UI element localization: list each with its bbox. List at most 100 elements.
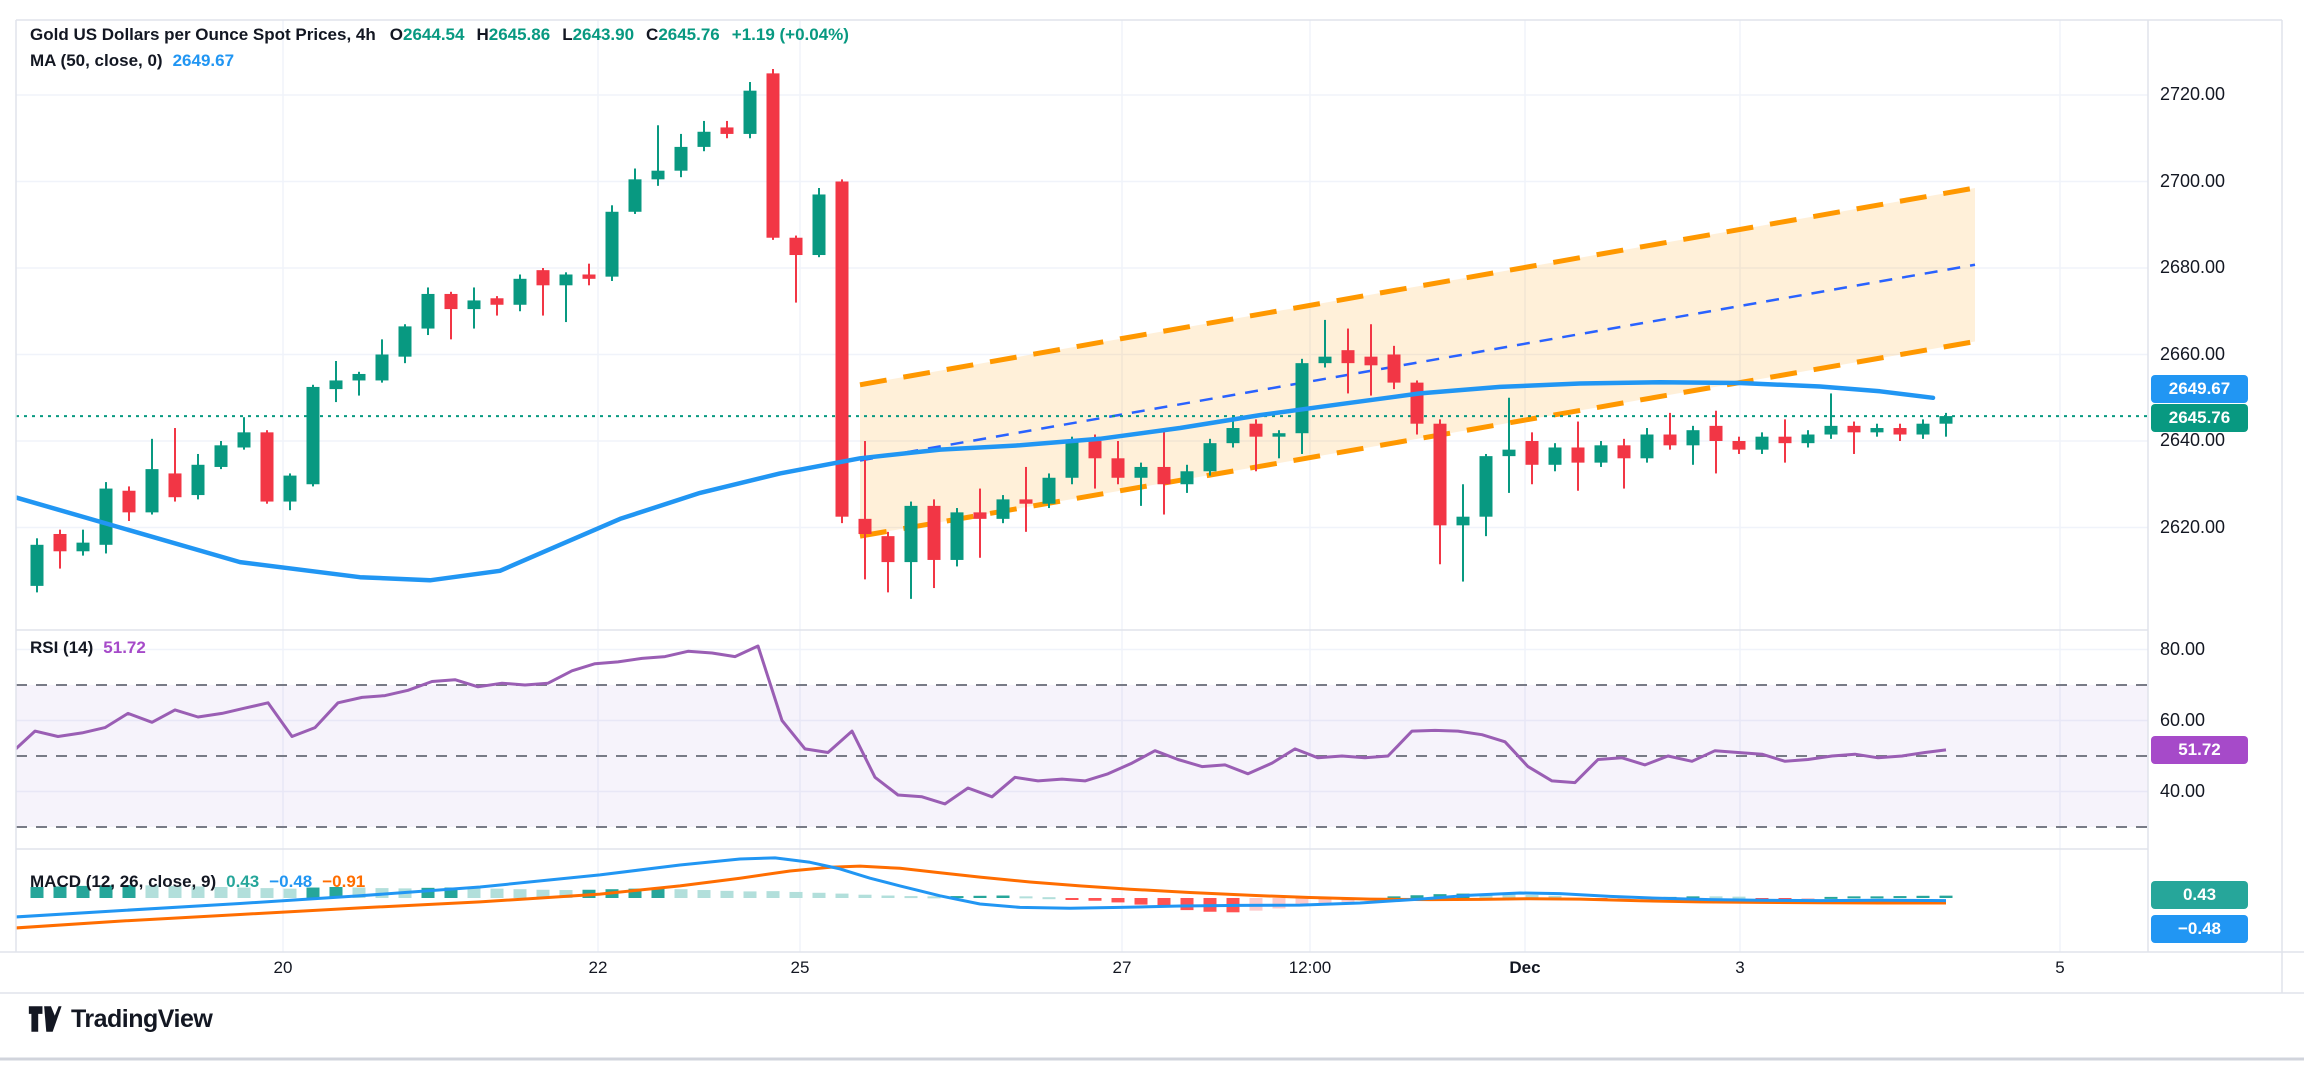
candle-body [1479,456,1493,517]
time-tick-label[interactable]: 25 [790,958,810,977]
macd-histogram-bar [1111,898,1125,903]
legend-symbol-row[interactable]: Gold US Dollars per Ounce Spot Prices, 4… [30,22,849,48]
macd-histogram-bar [260,888,274,898]
panel-borders [0,19,2304,1061]
macd-histogram-bar [1502,894,1516,898]
candle-body [996,499,1010,519]
candle-body [1548,447,1562,465]
candle-body [1847,425,1861,433]
macd-histogram-bar [1732,896,1746,899]
macd-histogram-bar [559,890,573,898]
candle-body [76,542,90,552]
price-tick-label[interactable]: 2700.00 [2160,170,2226,191]
macd-histogram-bar [214,887,228,898]
candle-body [168,473,182,498]
candle-body [1042,477,1056,504]
candle-body [444,293,458,310]
time-tick-label[interactable]: 12:00 [1288,958,1332,977]
rsi-tick-label[interactable]: 80.00 [2160,638,2206,659]
macd-histogram-bar [1847,896,1861,899]
candle-body [306,386,320,485]
candle-body [904,505,918,563]
time-tick-label[interactable]: Dec [1509,958,1541,977]
gridlines [16,20,2148,952]
candle-body [1778,436,1792,444]
macd-histogram-bar [490,888,504,898]
candle-body [812,194,826,256]
ma-value: 2649.67 [172,51,235,70]
candle-body [1111,458,1125,478]
plot-layer [16,69,2148,930]
candle-body [398,326,412,357]
candle-body [1594,445,1608,463]
candle-body [1295,363,1309,434]
candle-body [467,300,481,310]
candle-body [1272,433,1286,437]
ma50-last-value-badge: 2649.67 [2151,375,2248,403]
macd-histogram-bar [145,885,159,898]
candle-body [1502,449,1516,457]
ohlc-close: C2645.76 [646,25,720,44]
candle-body [674,146,688,171]
macd-histogram-bar [1387,896,1401,899]
rsi-legend-row[interactable]: RSI (14) 51.72 [30,638,156,658]
macd-legend-row[interactable]: MACD (12, 26, close, 9) 0.43 −0.48 −0.91 [30,872,375,892]
macd-histogram-bar [674,889,688,898]
candle-body [1318,356,1332,364]
time-tick-label[interactable]: 20 [273,958,293,977]
candle-body [697,131,711,147]
candle-body [375,354,389,381]
macd-histogram-bar [1180,898,1194,911]
macd-histogram-bar [1801,898,1815,900]
macd-histogram-bar [1916,895,1930,898]
macd-line-badge: −0.48 [2151,915,2248,943]
macd-histogram-bar [1157,898,1171,908]
tradingview-brand[interactable]: TradingView [28,1004,213,1034]
macd-histogram-bar [237,887,251,898]
candle-body [1157,466,1171,485]
price-tick-label[interactable]: 2720.00 [2160,84,2226,104]
candle-body [329,380,343,390]
candle-body [53,533,67,552]
time-tick-label[interactable]: 3 [1735,958,1745,977]
ohlc-open: O2644.54 [389,25,465,44]
price-tick-label[interactable]: 2660.00 [2160,343,2226,364]
candle-body [559,274,573,286]
legend-ma-row[interactable]: MA (50, close, 0) 2649.67 [30,48,849,74]
candle-body [1755,436,1769,450]
time-tick-label[interactable]: 27 [1112,958,1132,977]
macd-histogram-bar [628,888,642,898]
time-tick-label[interactable]: 22 [588,958,608,977]
macd-histogram-bar [513,889,527,898]
channel-upper-line [859,185,1976,388]
candle-body [1824,425,1838,435]
candle-body [628,179,642,212]
macd-histogram-bar [766,891,780,898]
price-tick-label[interactable]: 2620.00 [2160,516,2226,537]
channel-mid-line [859,263,1976,462]
macd-histogram-bar [467,888,481,898]
ohlc-low: L2643.90 [562,25,635,44]
candle-body [881,536,895,563]
price-tick-label[interactable]: 2640.00 [2160,430,2226,450]
candle-body [1893,428,1907,435]
candle-body [1640,434,1654,459]
macd-histogram-bar [53,886,67,898]
rsi-tick-label[interactable]: 60.00 [2160,709,2206,730]
price-tick-label[interactable]: 2680.00 [2160,257,2226,277]
macd-histogram-bar [1893,896,1907,899]
candle-body [421,293,435,329]
candle-body [1364,356,1378,366]
candle-body [720,127,734,134]
time-tick-label[interactable]: 5 [2055,958,2065,977]
macd-histogram-bar [30,887,44,898]
macd-histogram-bar [1272,898,1286,909]
macd-signal-value: −0.91 [322,872,366,891]
candle-body [789,237,803,256]
macd-hist-value: 0.43 [226,872,260,891]
candle-body [30,544,44,586]
macd-histogram-bar [1525,894,1539,898]
rsi-tick-label[interactable]: 40.00 [2160,780,2206,801]
candle-body [1686,430,1700,446]
